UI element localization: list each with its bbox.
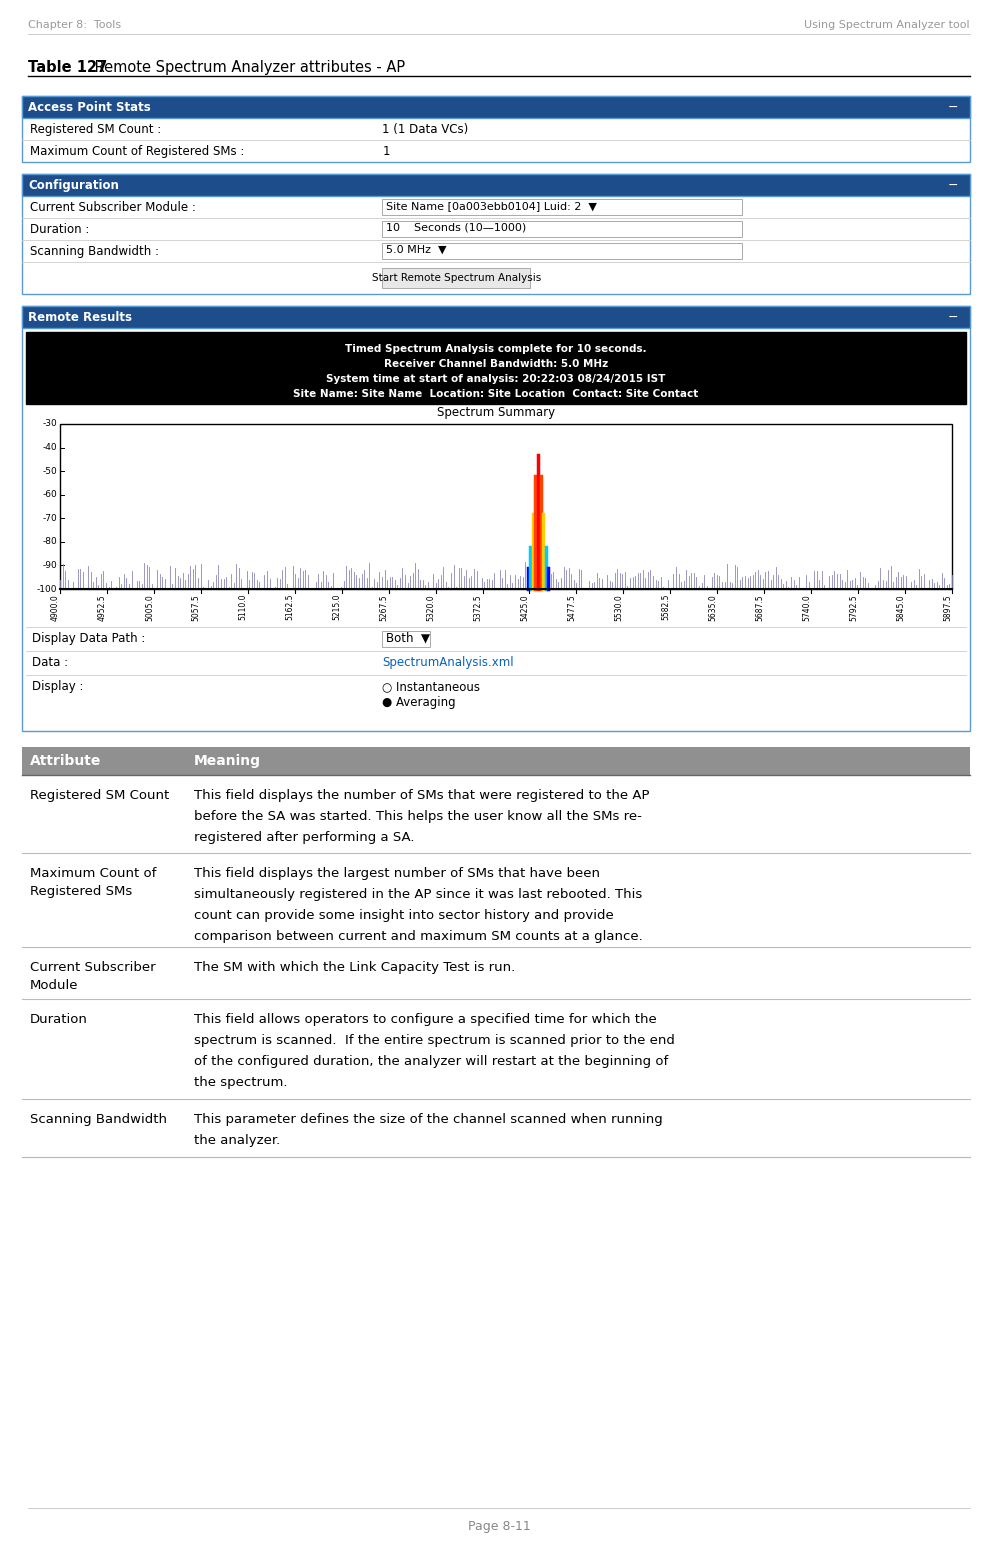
Text: 4900.0: 4900.0 (51, 594, 60, 620)
Text: Maximum Count of Registered SMs :: Maximum Count of Registered SMs : (30, 145, 245, 159)
Text: 5.0 MHz  ▼: 5.0 MHz ▼ (386, 246, 447, 255)
Text: SpectrumAnalysis.xml: SpectrumAnalysis.xml (382, 656, 514, 670)
Text: Access Point Stats: Access Point Stats (28, 101, 151, 113)
Text: Remote Spectrum Analyzer attributes - AP: Remote Spectrum Analyzer attributes - AP (90, 61, 405, 75)
Text: 4952.5: 4952.5 (98, 594, 107, 620)
Text: Attribute: Attribute (30, 754, 102, 768)
Text: This field displays the number of SMs that were registered to the AP
before the : This field displays the number of SMs th… (194, 789, 650, 844)
Bar (382, 631, 430, 646)
Text: Using Spectrum Analyzer tool: Using Spectrum Analyzer tool (804, 20, 970, 30)
Text: Duration: Duration (30, 1013, 88, 1026)
Bar (60, 424, 952, 589)
Bar (22, 96, 970, 118)
Text: Duration :: Duration : (30, 224, 90, 236)
Text: Spectrum Summary: Spectrum Summary (437, 406, 555, 420)
Text: Start Remote Spectrum Analysis: Start Remote Spectrum Analysis (371, 274, 541, 283)
Text: Site Name [0a003ebb0104] Luid: 2  ▼: Site Name [0a003ebb0104] Luid: 2 ▼ (386, 200, 597, 211)
Text: Both  ▼: Both ▼ (386, 632, 430, 645)
Text: 5687.5: 5687.5 (755, 594, 764, 620)
Text: Scanning Bandwidth: Scanning Bandwidth (30, 1113, 167, 1127)
Text: ● Averaging: ● Averaging (382, 696, 456, 709)
Text: −: − (947, 101, 958, 113)
Bar (22, 306, 970, 730)
Text: Registered SM Count :: Registered SM Count : (30, 123, 162, 137)
Text: -40: -40 (42, 443, 57, 452)
Text: Current Subscriber
Module: Current Subscriber Module (30, 960, 156, 991)
Text: -100: -100 (37, 584, 57, 594)
Text: Timed Spectrum Analysis complete for 10 seconds.: Timed Spectrum Analysis complete for 10 … (345, 343, 647, 354)
Text: Display :: Display : (32, 681, 84, 693)
Text: Remote Results: Remote Results (28, 311, 132, 323)
Bar (382, 221, 743, 238)
Text: 1: 1 (382, 145, 390, 159)
Text: −: − (947, 311, 958, 323)
Text: Site Name: Site Name  Location: Site Location  Contact: Site Contact: Site Name: Site Name Location: Site Loca… (293, 388, 699, 399)
Text: 5582.5: 5582.5 (662, 594, 671, 620)
Text: -70: -70 (42, 514, 57, 522)
Text: 5057.5: 5057.5 (192, 594, 201, 620)
Text: 5215.0: 5215.0 (332, 594, 341, 620)
Text: Registered SM Count: Registered SM Count (30, 789, 170, 802)
Text: 5740.0: 5740.0 (802, 594, 811, 620)
Text: Configuration: Configuration (28, 179, 119, 193)
Bar (26, 333, 966, 404)
Text: 5897.5: 5897.5 (943, 594, 952, 620)
Text: -80: -80 (42, 538, 57, 547)
Text: Receiver Channel Bandwidth: 5.0 MHz: Receiver Channel Bandwidth: 5.0 MHz (384, 359, 608, 368)
Text: This field allows operators to configure a specified time for which the
spectrum: This field allows operators to configure… (194, 1013, 675, 1089)
Text: −: − (947, 179, 958, 193)
Text: System time at start of analysis: 20:22:03 08/24/2015 IST: System time at start of analysis: 20:22:… (326, 375, 666, 384)
Text: Meaning: Meaning (194, 754, 261, 768)
Text: 5792.5: 5792.5 (849, 594, 858, 620)
Text: 5005.0: 5005.0 (145, 594, 154, 620)
Text: -60: -60 (42, 490, 57, 499)
Text: Data :: Data : (32, 656, 68, 670)
Bar (22, 174, 970, 196)
Text: This field displays the largest number of SMs that have been
simultaneously regi: This field displays the largest number o… (194, 867, 643, 943)
Text: 5162.5: 5162.5 (285, 594, 294, 620)
Text: Chapter 8:  Tools: Chapter 8: Tools (28, 20, 121, 30)
Bar (22, 747, 970, 775)
Text: Current Subscriber Module :: Current Subscriber Module : (30, 200, 196, 214)
Bar (382, 199, 743, 214)
Text: 5110.0: 5110.0 (239, 594, 248, 620)
Text: 5635.0: 5635.0 (709, 594, 718, 620)
Bar (382, 267, 530, 287)
Text: Display Data Path :: Display Data Path : (32, 632, 146, 645)
Text: 5530.0: 5530.0 (615, 594, 624, 620)
Bar (22, 174, 970, 294)
Text: ○ Instantaneous: ○ Instantaneous (382, 681, 480, 693)
Text: Page 8-11: Page 8-11 (468, 1520, 530, 1532)
Text: -90: -90 (42, 561, 57, 570)
Text: 5372.5: 5372.5 (473, 594, 482, 620)
Text: 5267.5: 5267.5 (379, 594, 388, 620)
Text: Scanning Bandwidth :: Scanning Bandwidth : (30, 246, 159, 258)
Bar (382, 242, 743, 260)
Bar (22, 306, 970, 328)
Text: Maximum Count of
Registered SMs: Maximum Count of Registered SMs (30, 867, 157, 898)
Text: 1 (1 Data VCs): 1 (1 Data VCs) (382, 123, 468, 137)
Text: -50: -50 (42, 466, 57, 476)
Text: This parameter defines the size of the channel scanned when running
the analyzer: This parameter defines the size of the c… (194, 1113, 663, 1147)
Text: 5425.0: 5425.0 (521, 594, 530, 620)
Text: The SM with which the Link Capacity Test is run.: The SM with which the Link Capacity Test… (194, 960, 515, 974)
Text: 5845.0: 5845.0 (896, 594, 905, 620)
Text: 5477.5: 5477.5 (568, 594, 577, 620)
Text: Table 127: Table 127 (28, 61, 107, 75)
Text: 5320.0: 5320.0 (426, 594, 435, 620)
Text: 10    Seconds (10—1000): 10 Seconds (10—1000) (386, 224, 527, 233)
Text: -30: -30 (42, 420, 57, 429)
Bar (22, 96, 970, 162)
